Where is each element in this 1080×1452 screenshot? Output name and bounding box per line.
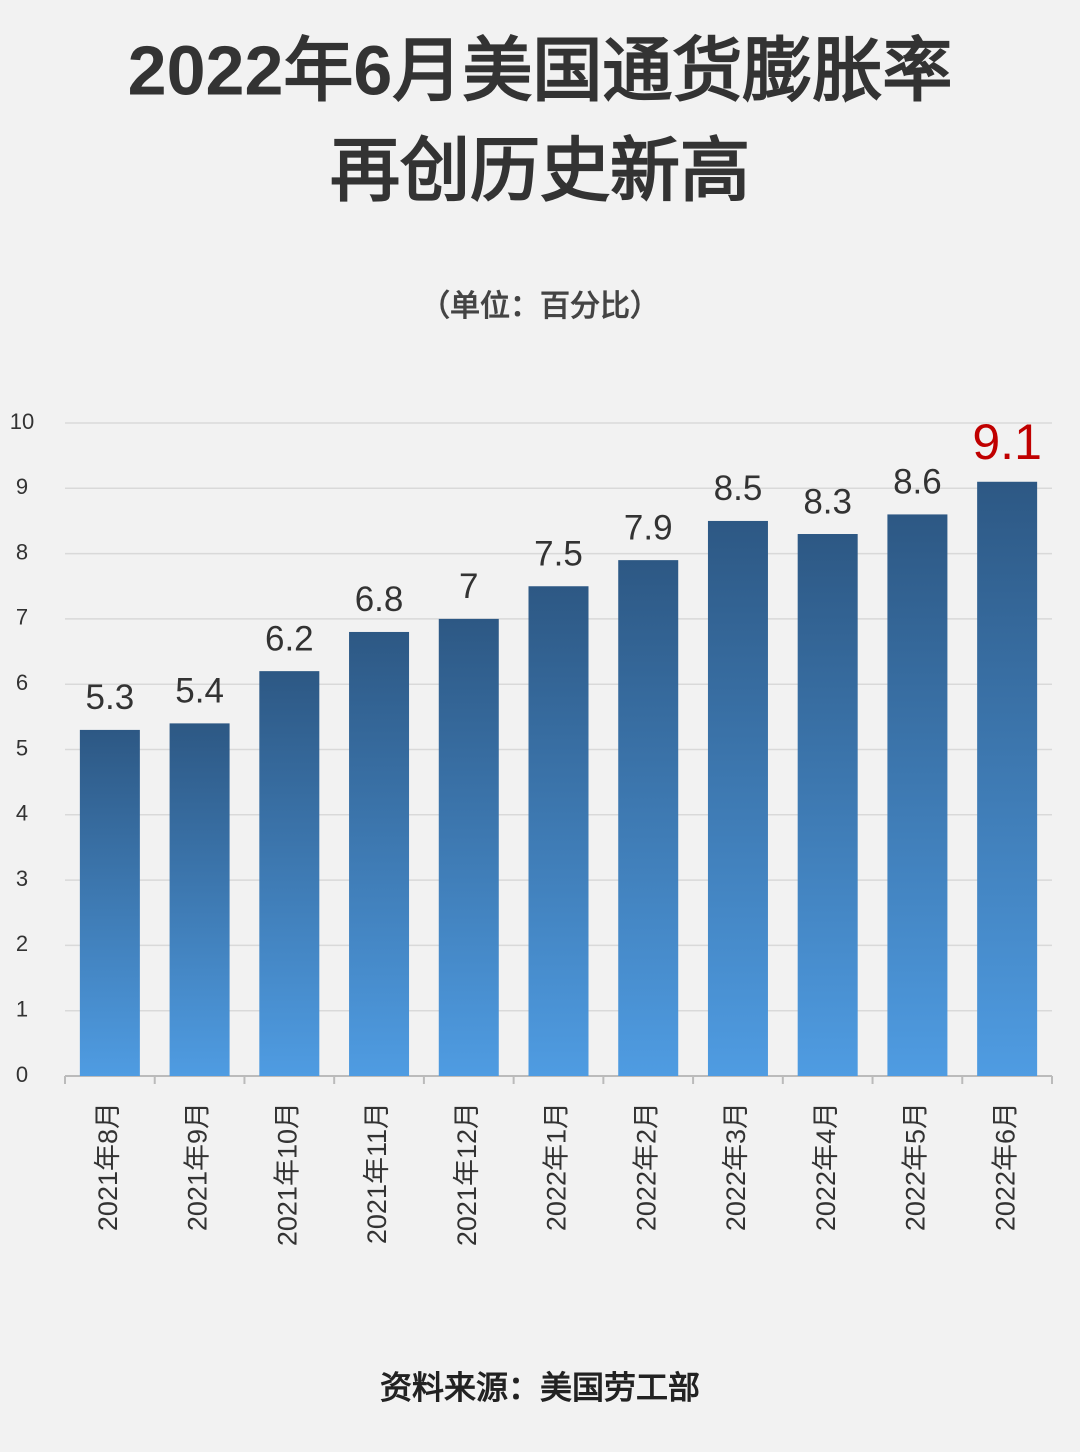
value-label: 5.3 bbox=[86, 678, 135, 717]
x-tick-label: 2022年5月 bbox=[901, 1102, 931, 1231]
bar bbox=[528, 586, 589, 1076]
source: 资料来源：美国劳工部 bbox=[380, 1369, 700, 1405]
bar bbox=[618, 560, 679, 1076]
x-tick-label: 2022年3月 bbox=[721, 1102, 751, 1231]
y-tick-label: 7 bbox=[16, 605, 28, 630]
value-label: 6.8 bbox=[355, 580, 404, 619]
bar bbox=[438, 618, 499, 1076]
bar bbox=[349, 631, 410, 1076]
bar bbox=[707, 520, 768, 1076]
y-tick-label: 10 bbox=[10, 409, 34, 434]
value-label: 5.4 bbox=[175, 672, 224, 711]
x-tick-label: 2022年4月 bbox=[811, 1102, 841, 1231]
value-label: 8.3 bbox=[803, 482, 852, 521]
y-tick-label: 8 bbox=[16, 539, 28, 564]
bar bbox=[169, 723, 230, 1076]
y-tick-label: 6 bbox=[16, 670, 28, 695]
value-label: 8.6 bbox=[893, 463, 942, 502]
y-tick-label: 4 bbox=[16, 801, 28, 826]
value-label: 7.5 bbox=[534, 535, 583, 574]
value-label: 6.2 bbox=[265, 619, 314, 658]
x-tick-label: 2021年10月 bbox=[272, 1102, 302, 1246]
x-tick-label: 2021年11月 bbox=[362, 1102, 392, 1244]
x-tick-label: 2022年1月 bbox=[542, 1102, 572, 1231]
value-label: 7.9 bbox=[624, 508, 673, 547]
x-tick-label: 2021年8月 bbox=[93, 1102, 123, 1231]
y-tick-label: 2 bbox=[16, 931, 28, 956]
y-tick-label: 0 bbox=[16, 1062, 28, 1087]
bar bbox=[259, 671, 320, 1076]
chart-title: 2022年6月美国通货膨胀率 bbox=[128, 31, 953, 109]
y-tick-label: 3 bbox=[16, 866, 28, 891]
x-tick-label: 2021年9月 bbox=[183, 1102, 213, 1231]
y-tick-label: 5 bbox=[16, 735, 28, 760]
x-tick-label: 2022年2月 bbox=[631, 1102, 661, 1231]
value-label: 8.5 bbox=[714, 469, 763, 508]
value-label: 9.1 bbox=[972, 414, 1042, 470]
x-tick-label: 2021年12月 bbox=[452, 1102, 482, 1246]
y-tick-label: 1 bbox=[16, 997, 28, 1022]
y-tick-label: 9 bbox=[16, 474, 28, 499]
bar bbox=[887, 514, 948, 1076]
subtitle: （单位：百分比） bbox=[420, 289, 660, 323]
chart-title: 再创历史新高 bbox=[330, 131, 750, 209]
value-label: 7 bbox=[459, 567, 478, 606]
bar bbox=[79, 729, 140, 1076]
bar bbox=[797, 534, 858, 1076]
x-tick-label: 2022年6月 bbox=[990, 1102, 1020, 1231]
bar bbox=[977, 481, 1038, 1076]
